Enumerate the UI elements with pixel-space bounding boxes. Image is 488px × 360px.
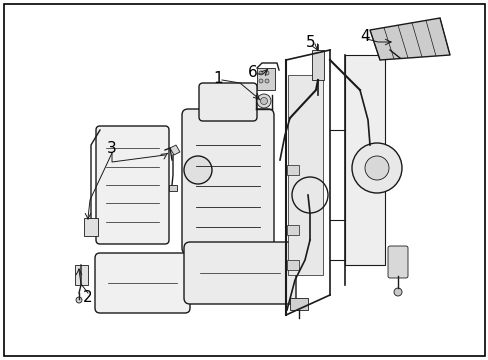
Circle shape xyxy=(364,156,388,180)
FancyBboxPatch shape xyxy=(95,253,190,313)
Polygon shape xyxy=(369,18,449,60)
Bar xyxy=(286,165,298,175)
Circle shape xyxy=(264,71,268,75)
FancyBboxPatch shape xyxy=(183,242,295,304)
Circle shape xyxy=(183,156,212,184)
Text: 4: 4 xyxy=(360,28,369,44)
Bar xyxy=(311,50,324,80)
Bar xyxy=(286,260,298,270)
Bar xyxy=(345,55,384,265)
Polygon shape xyxy=(170,145,180,155)
FancyBboxPatch shape xyxy=(96,126,169,244)
Bar xyxy=(169,185,177,191)
Circle shape xyxy=(264,79,268,83)
Circle shape xyxy=(351,143,401,193)
FancyBboxPatch shape xyxy=(182,109,273,254)
Text: 1: 1 xyxy=(213,71,223,86)
Text: 6: 6 xyxy=(247,64,257,80)
Circle shape xyxy=(257,94,270,108)
Bar xyxy=(289,298,307,310)
Text: 2: 2 xyxy=(83,291,93,306)
Bar xyxy=(287,75,323,275)
Circle shape xyxy=(76,297,82,303)
FancyBboxPatch shape xyxy=(199,83,257,121)
Circle shape xyxy=(259,71,263,75)
Bar xyxy=(75,265,88,285)
Bar xyxy=(257,68,274,90)
Bar xyxy=(84,218,98,236)
Circle shape xyxy=(259,79,263,83)
Circle shape xyxy=(260,98,267,104)
Bar xyxy=(286,225,298,235)
Text: 5: 5 xyxy=(305,35,315,50)
Circle shape xyxy=(393,288,401,296)
Text: 3: 3 xyxy=(107,140,117,156)
FancyBboxPatch shape xyxy=(387,246,407,278)
